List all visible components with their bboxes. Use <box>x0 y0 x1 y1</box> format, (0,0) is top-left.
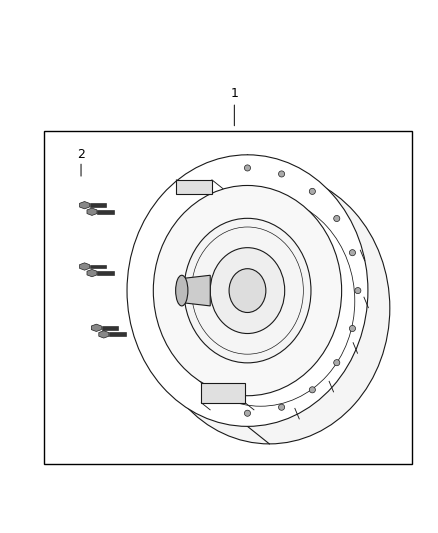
Bar <box>102 326 118 330</box>
Circle shape <box>244 165 251 171</box>
Circle shape <box>279 404 285 410</box>
Circle shape <box>309 188 315 195</box>
Ellipse shape <box>127 155 368 426</box>
Polygon shape <box>99 330 109 338</box>
Ellipse shape <box>149 172 390 444</box>
Bar <box>97 271 114 275</box>
Circle shape <box>350 326 356 332</box>
Circle shape <box>355 287 361 294</box>
Ellipse shape <box>176 275 188 306</box>
Polygon shape <box>177 180 212 194</box>
Bar <box>90 203 106 207</box>
Text: 1: 1 <box>230 87 238 100</box>
Polygon shape <box>80 263 89 270</box>
Text: 2: 2 <box>77 148 85 161</box>
Ellipse shape <box>229 269 266 312</box>
Bar <box>90 264 106 269</box>
Circle shape <box>309 387 315 393</box>
Bar <box>44 131 412 464</box>
Polygon shape <box>87 269 97 277</box>
Circle shape <box>279 171 285 177</box>
Ellipse shape <box>184 219 311 363</box>
Polygon shape <box>80 201 89 209</box>
Circle shape <box>350 249 356 256</box>
Circle shape <box>334 360 340 366</box>
Ellipse shape <box>210 248 285 334</box>
Polygon shape <box>182 275 210 306</box>
Bar <box>97 210 114 214</box>
Circle shape <box>334 215 340 222</box>
Polygon shape <box>87 208 97 215</box>
Polygon shape <box>92 324 101 332</box>
Bar <box>109 333 126 336</box>
Polygon shape <box>201 383 245 403</box>
Ellipse shape <box>153 185 342 395</box>
Circle shape <box>244 410 251 416</box>
